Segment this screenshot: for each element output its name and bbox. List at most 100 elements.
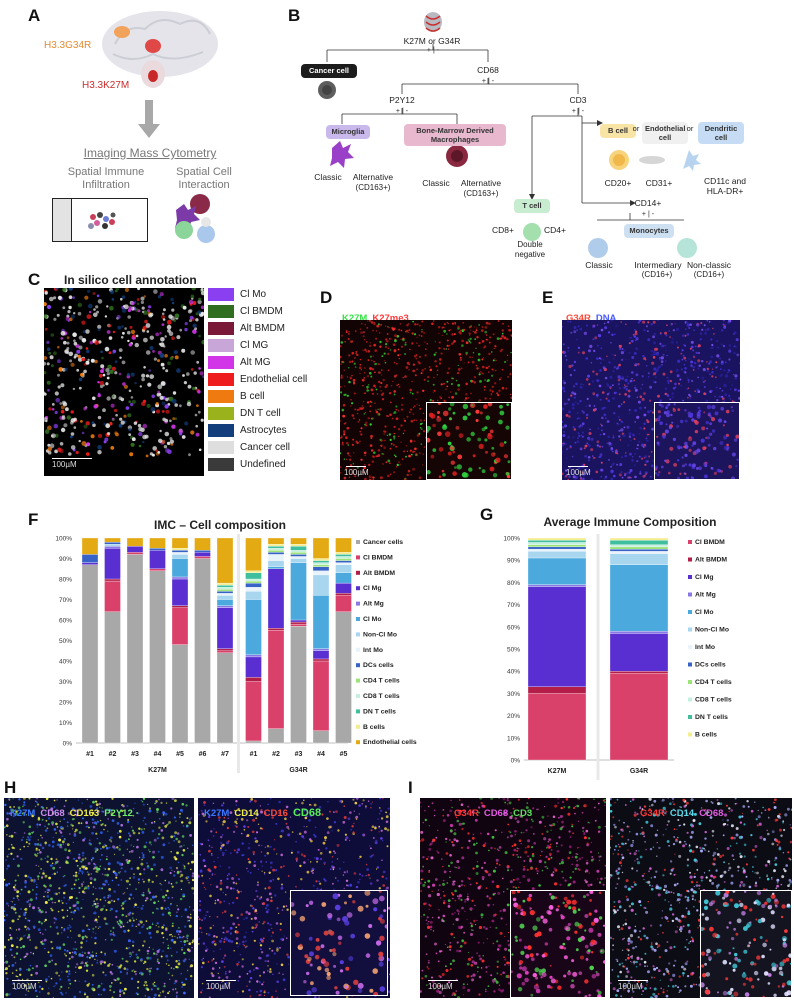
bar-segment (104, 578, 121, 582)
legend-label: Cl Mo (240, 289, 267, 301)
bar-segment (609, 548, 669, 552)
insilico-annotation-image: 100µM (44, 288, 204, 476)
bar-segment (527, 551, 587, 559)
legend-swatch (356, 694, 360, 698)
bar-segment (126, 554, 144, 744)
cancer-cell-pill: Cancer cell (301, 64, 357, 78)
bar-segment (290, 554, 307, 557)
x-tick-label: #2 (272, 751, 280, 758)
legend-swatch (356, 740, 360, 745)
spatial-immune-infiltration: Spatial Immune Infiltration (67, 166, 145, 191)
bar-segment (245, 580, 262, 584)
legend-label: Int Mo (695, 644, 715, 651)
bar-segment (104, 548, 121, 580)
y-tick-label: 0% (63, 741, 73, 748)
legend-swatch (688, 732, 692, 737)
bar-segment (527, 546, 587, 550)
bar-segment (216, 591, 234, 594)
bar-segment (245, 572, 262, 580)
x-tick-label: #5 (176, 751, 184, 758)
cd3-pm: + | - (571, 108, 585, 115)
bar-segment (149, 537, 166, 549)
bar-segment (335, 564, 352, 574)
bar-segment (290, 537, 307, 545)
legend-label: Cl Mo (363, 616, 382, 623)
panel-label-h: H (4, 778, 17, 797)
legend-label: Cl Mg (695, 574, 714, 581)
legend-swatch (356, 678, 360, 683)
channel-g34r: G34R (454, 808, 479, 819)
bar-segment (290, 546, 307, 551)
monocyte-intermediary: Intermediary (634, 260, 682, 270)
y-tick-label: 70% (507, 602, 520, 609)
panel-label-b: B (288, 6, 301, 25)
legend-swatch (208, 458, 234, 471)
bar-segment (216, 589, 234, 592)
bar-segment (335, 582, 352, 594)
monocyte-cd16-b: (CD16+) (693, 270, 725, 279)
legend-label: CD8 T cells (363, 693, 400, 700)
legend-label: Alt MG (240, 357, 271, 369)
legend-label: B cells (695, 732, 717, 739)
microglia-pill: Microglia (326, 125, 370, 139)
y-tick-label: 100% (55, 536, 72, 543)
legend-label: DN T cell (240, 408, 281, 420)
bar-segment (312, 650, 330, 660)
x-tick-label: #1 (250, 751, 258, 758)
bar-segment (335, 537, 352, 553)
cd8-marker: CD8+ (492, 225, 514, 235)
double-negative: Double negative (514, 240, 546, 259)
y-tick-label: 90% (507, 558, 520, 565)
bar-segment (104, 541, 121, 545)
legend-swatch (208, 305, 234, 318)
bar-segment (126, 546, 144, 553)
legend-label: CD4 T cells (363, 678, 400, 685)
channel-cd14: CD14 (234, 808, 259, 819)
legend-swatch (208, 424, 234, 437)
legend-swatch (688, 540, 692, 544)
bar-segment (245, 681, 262, 742)
bar-segment (290, 621, 307, 625)
channel-p2y12: P2Y12 (104, 808, 133, 819)
bar-segment (267, 728, 285, 744)
legend-swatch (356, 617, 360, 621)
root-pm: + | - (426, 47, 440, 54)
bar-segment (609, 544, 669, 548)
channel-cd68: CD68 (40, 808, 65, 819)
panel-h-right-scale: 100µM (206, 982, 231, 991)
bar-segment (527, 584, 587, 587)
bar-segment (171, 605, 189, 608)
bar-segment (335, 558, 352, 561)
cd68-pm: + | - (481, 78, 495, 85)
x-tick-label: #5 (340, 751, 348, 758)
bar-segment (267, 552, 285, 555)
legend-swatch (208, 288, 234, 301)
y-tick-label: 80% (507, 580, 520, 587)
bar-segment (216, 652, 234, 744)
bar-segment (290, 556, 307, 559)
panel-i-left-image: G34R CD68 CD3 100µM (420, 798, 606, 998)
bmdm-classic: Classic (422, 178, 450, 188)
x-tick-label: #3 (131, 751, 139, 758)
legend-swatch (208, 373, 234, 386)
bar-segment (216, 593, 234, 596)
legend-swatch (356, 540, 360, 544)
y-tick-label: 40% (507, 669, 520, 676)
bar-segment (194, 558, 211, 744)
y-tick-label: 10% (507, 735, 520, 742)
bar-segment (171, 552, 189, 555)
legend-label: Cl Mo (695, 609, 714, 616)
legend-label: Endothelial cell (240, 374, 308, 386)
panel-i-left-channels: G34R CD68 CD3 (454, 803, 537, 821)
panel-i-right-image: G34R CD14 CD68 100µM (610, 798, 792, 998)
legend-label: DCs cells (695, 662, 726, 669)
monocyte-cd16-a: (CD16+) (641, 270, 673, 279)
bar-segment (171, 550, 189, 553)
legend-label: Alt BMDM (363, 570, 395, 577)
panel-c-scale: 100µM (52, 460, 77, 469)
channel-cd68: CD68 (699, 808, 724, 819)
bar-segment (312, 566, 330, 571)
legend-item: Undefined (208, 458, 286, 471)
cd11c-marker: CD11c and HLA-DR+ (704, 176, 746, 196)
x-tick-label: #4 (317, 751, 325, 758)
